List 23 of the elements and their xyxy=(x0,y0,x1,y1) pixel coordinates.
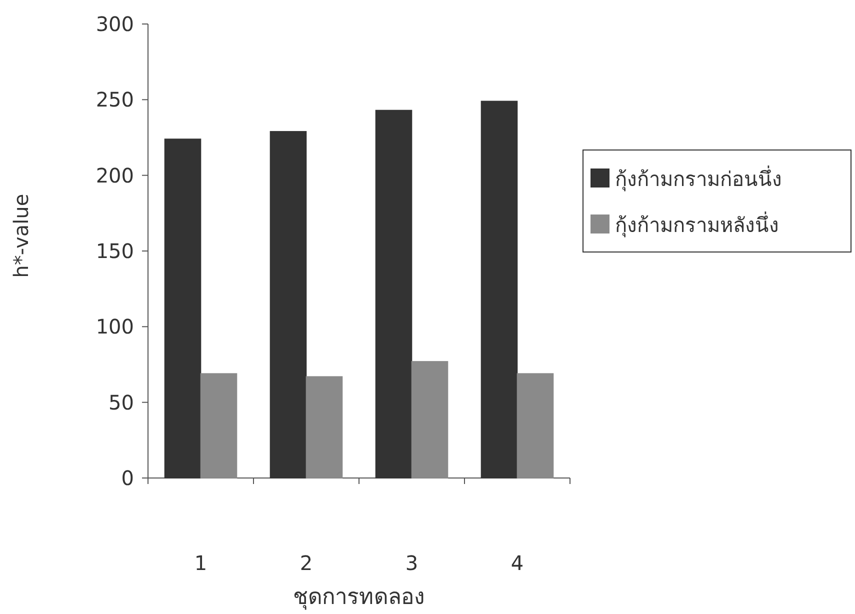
y-tick-label: 0 xyxy=(121,466,134,490)
x-axis-title: ชุดการทดลอง xyxy=(293,585,425,610)
bar xyxy=(411,361,448,478)
x-tick-label: 3 xyxy=(405,551,418,575)
bar xyxy=(375,110,412,478)
y-tick-label: 50 xyxy=(108,390,134,414)
bar xyxy=(516,373,554,478)
bar xyxy=(200,373,238,478)
y-tick-label: 150 xyxy=(96,239,134,263)
y-tick-label: 300 xyxy=(96,12,134,36)
y-axis-title: h*-value xyxy=(9,194,33,278)
x-tick-label: 1 xyxy=(194,551,208,575)
y-tick-label: 100 xyxy=(96,314,134,339)
y-tick-label: 250 xyxy=(96,88,134,112)
bar xyxy=(270,131,307,478)
legend-label: กุ้งก้ามกรามหลังนึ่ง xyxy=(615,211,779,238)
y-tick-label: 200 xyxy=(96,163,134,188)
legend-label: กุ้งก้ามกรามก่อนนึ่ง xyxy=(615,165,782,192)
bar xyxy=(306,376,343,478)
bar xyxy=(480,100,518,478)
x-tick-label: 2 xyxy=(300,551,313,575)
x-tick-label: 4 xyxy=(510,551,524,575)
bar xyxy=(164,138,202,478)
